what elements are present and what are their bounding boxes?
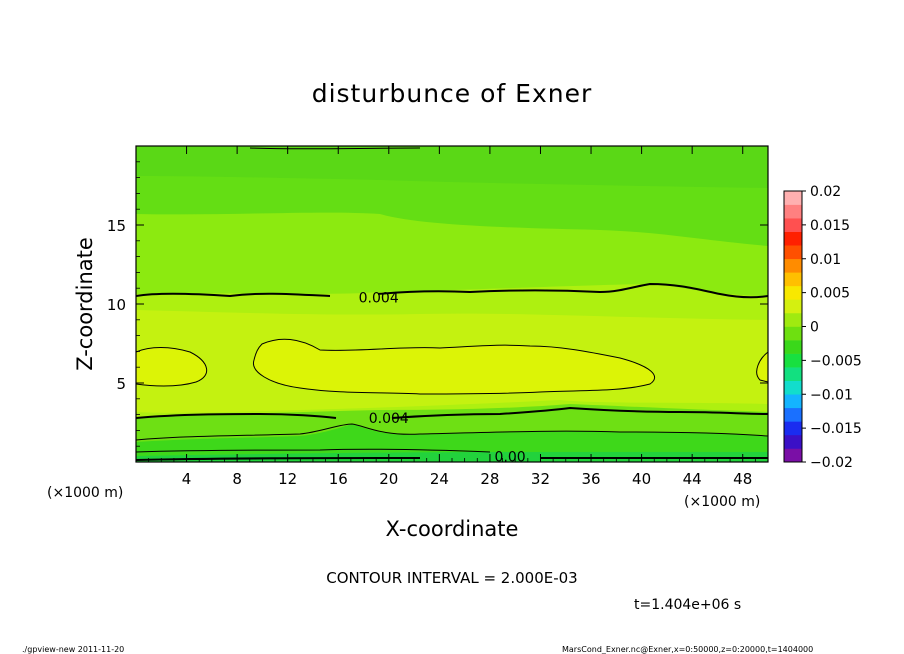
- x-tick-label: 32: [531, 470, 550, 488]
- colorbar-swatch: [784, 218, 802, 232]
- colorbar-swatch: [784, 191, 802, 205]
- footer-right: MarsCond_Exner.nc@Exner,x=0:50000,z=0:20…: [562, 645, 813, 654]
- colorbar-swatch: [784, 340, 802, 354]
- x-tick-label: 12: [278, 470, 297, 488]
- x-axis: 4 8 12 16 20 24 28 32 36 40 44 48: [148, 146, 756, 488]
- colorbar-label: −0.005: [810, 353, 862, 369]
- footer-left: ./gpview-new 2011-11-20: [22, 645, 124, 654]
- y-tick-label: 15: [107, 217, 126, 235]
- colorbar-label: −0.015: [810, 421, 862, 437]
- y-axis: 5 10 15: [107, 161, 768, 447]
- field-band-top: [136, 146, 768, 188]
- colorbar-swatch: [784, 407, 802, 422]
- contour-line-bottom: [136, 456, 768, 461]
- contour-line-upper: [136, 282, 768, 299]
- y-tick-label: 5: [116, 375, 126, 393]
- colorbar-swatch: [784, 204, 802, 219]
- colorbar-label: 0.02: [810, 184, 841, 200]
- contour-max-center: [253, 338, 656, 395]
- y-tick-label: 10: [107, 296, 126, 314]
- colorbar-swatch: [784, 326, 802, 341]
- time-label: t=1.404e+06 s: [634, 597, 741, 613]
- contour-max-right: [756, 351, 768, 383]
- x-tick-label: 40: [632, 470, 651, 488]
- colorbar-swatch: [784, 434, 802, 449]
- x-tick-label: 28: [480, 470, 499, 488]
- contour-line-thin-1: [136, 423, 768, 441]
- colorbar-swatch: [784, 394, 802, 409]
- x-tick-label: 16: [329, 470, 348, 488]
- x-axis-unit: (×1000 m): [684, 494, 760, 510]
- colorbar-swatch: [784, 448, 802, 463]
- x-tick-label: 48: [733, 470, 752, 488]
- x-tick-label: 36: [581, 470, 600, 488]
- colorbar-swatch: [784, 421, 802, 436]
- colorbar-swatch: [784, 312, 802, 327]
- contour-line-top: [249, 147, 421, 150]
- colorbar-swatch: [784, 353, 802, 368]
- plot-area: [136, 146, 768, 462]
- field-max-center: [253, 339, 655, 394]
- colorbar-label: 0.015: [810, 218, 850, 234]
- contour-labels: 0.004 0.004 0.00: [359, 291, 526, 466]
- colorbar-swatch: [784, 258, 802, 273]
- y-axis-label: Z-coordinate: [73, 237, 97, 371]
- x-tick-label: 8: [232, 470, 242, 488]
- chart-title: disturbunce of Exner: [312, 79, 593, 108]
- colorbar-label: 0: [810, 320, 819, 336]
- field-max-left: [136, 347, 207, 386]
- colorbar: 0.02 0.015 0.01 0.005 0 −0.005 −0.01 −0.015 −0.0…: [783, 184, 862, 471]
- contour-label: 0.00: [495, 449, 526, 465]
- colorbar-swatch: [784, 380, 802, 395]
- x-tick-label: 44: [683, 470, 702, 488]
- colorbar-swatch: [784, 367, 802, 381]
- x-tick-label: 4: [182, 470, 192, 488]
- colorbar-swatch: [784, 231, 802, 246]
- y-axis-unit: (×1000 m): [47, 485, 123, 501]
- contour-line-lower: [136, 406, 768, 419]
- colorbar-label: −0.02: [810, 455, 853, 471]
- field-max-right: [756, 352, 768, 382]
- contour-label: 0.004: [369, 411, 409, 427]
- colorbar-label: 0.01: [810, 252, 841, 268]
- x-axis-label: X-coordinate: [386, 517, 519, 541]
- contour-line-thin-2: [136, 448, 491, 453]
- colorbar-swatch: [784, 285, 802, 300]
- colorbar-label: 0.005: [810, 286, 850, 302]
- colorbar-swatch: [784, 245, 802, 260]
- colorbar-swatch: [784, 299, 802, 314]
- colorbar-swatch: [784, 272, 802, 287]
- x-tick-label: 24: [430, 470, 449, 488]
- contour-max-left: [136, 347, 207, 387]
- contour-label: 0.004: [359, 291, 399, 307]
- x-tick-label: 20: [379, 470, 398, 488]
- colorbar-label: −0.01: [810, 387, 853, 403]
- contour-interval-text: CONTOUR INTERVAL = 2.000E-03: [326, 569, 577, 587]
- field-band-low-3: [136, 452, 768, 462]
